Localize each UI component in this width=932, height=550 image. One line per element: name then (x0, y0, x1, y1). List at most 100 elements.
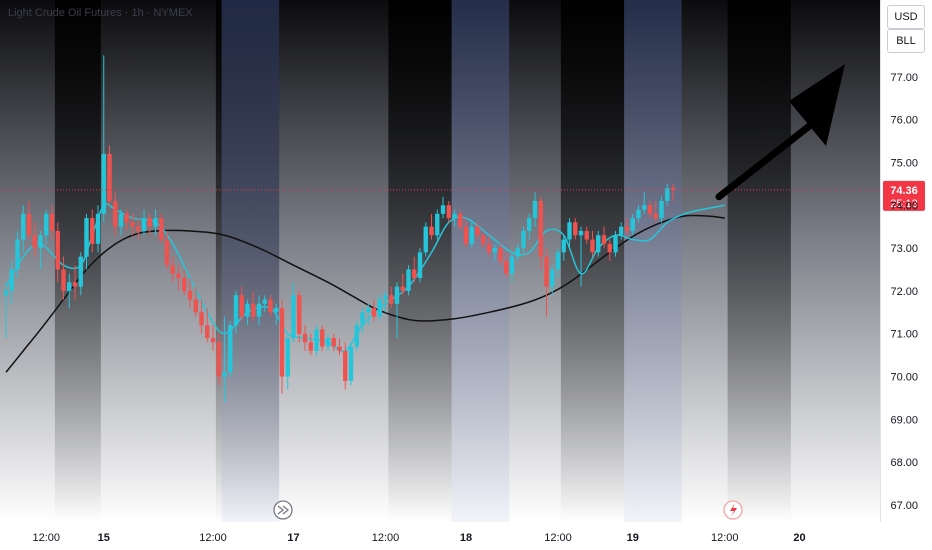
candle-body (159, 218, 164, 240)
candle-body (44, 213, 49, 236)
x-tick-label: 12:00 (32, 532, 60, 544)
candle-body (647, 205, 653, 214)
candle-body (251, 303, 256, 317)
candle-body (584, 230, 589, 240)
candle-up (423, 222, 428, 257)
candle-up (630, 213, 635, 236)
candle-body (55, 230, 60, 270)
candle-body (84, 218, 89, 257)
candle-down (607, 239, 612, 261)
candle-up (515, 243, 520, 261)
candle-up (354, 320, 359, 351)
candle-body (308, 342, 313, 351)
candle-up (406, 265, 411, 296)
candle-down (124, 209, 129, 231)
candle-body (164, 239, 170, 266)
currency-button[interactable]: USD (887, 5, 925, 29)
candle-down (136, 218, 141, 240)
candle-down (182, 269, 187, 296)
candle-down (389, 286, 394, 309)
candle-body (475, 226, 480, 236)
candle-down (343, 342, 348, 390)
lightning-icon (730, 503, 737, 517)
candle-down (337, 338, 342, 356)
candle-body (440, 205, 446, 214)
x-tick-label: 17 (287, 532, 299, 544)
candle-up (619, 222, 624, 240)
candle-body (9, 269, 14, 291)
candle-down (205, 308, 210, 343)
candle-down (308, 333, 313, 356)
candle-body (509, 256, 515, 274)
candle-up (527, 213, 532, 240)
candle-body (573, 222, 578, 236)
candle-down (297, 290, 302, 343)
candle-down (268, 295, 273, 317)
candle-body (170, 265, 175, 274)
candle-up (636, 205, 641, 223)
candle-up (417, 248, 423, 283)
candle-body (268, 299, 273, 313)
candle-up (38, 230, 43, 270)
candle-down (251, 290, 256, 321)
candle-down (199, 299, 204, 334)
candle-down (302, 325, 308, 351)
candle-up (285, 333, 290, 390)
candle-body (199, 312, 204, 326)
candle-body (78, 256, 83, 287)
candle-body (354, 325, 359, 347)
candle-down (147, 213, 152, 236)
candle-body (262, 299, 267, 304)
x-tick-label: 12:00 (199, 532, 227, 544)
forward-icon (277, 505, 290, 515)
candle-body (61, 269, 66, 291)
candle-up (440, 196, 446, 219)
candle-body (32, 235, 37, 249)
candle-body (279, 308, 285, 377)
candle-up (84, 213, 89, 270)
session-band-light (221, 0, 280, 522)
session-band-light (451, 0, 510, 522)
candle-body (394, 286, 400, 304)
candle-up (452, 209, 457, 227)
candle-down (653, 200, 658, 223)
candle-body (95, 213, 101, 244)
candle-body (72, 282, 78, 287)
candle-up (532, 192, 538, 227)
candle-body (469, 226, 474, 244)
candle-up (118, 209, 124, 236)
price-axis-panel (880, 0, 932, 550)
x-tick-label: 19 (627, 532, 639, 544)
candle-body (636, 209, 641, 219)
candle-up (366, 303, 371, 326)
candle-up (78, 252, 83, 296)
candle-body (320, 329, 325, 347)
candle-body (90, 218, 95, 244)
candle-up (360, 308, 365, 334)
candle-up (256, 295, 262, 326)
candle-up (44, 209, 49, 244)
candle-down (624, 218, 630, 236)
candle-up (509, 252, 515, 283)
dividend-event-icon (273, 500, 293, 520)
unit-button[interactable]: BLL (887, 29, 925, 53)
last-price-tag (883, 180, 925, 211)
candle-down (107, 145, 112, 206)
candle-up (578, 226, 584, 287)
countdown-value: 25:13 (890, 198, 918, 210)
candle-down (590, 230, 595, 257)
candle-body (613, 235, 618, 253)
earnings-event-icon (723, 500, 743, 520)
candle-body (136, 226, 141, 231)
candle-up (325, 333, 331, 351)
candle-up (613, 230, 618, 257)
candle-body (371, 308, 377, 317)
candle-up (153, 209, 158, 236)
y-tick-label: 68.00 (890, 457, 918, 469)
candle-up (233, 290, 239, 334)
candle-body (619, 226, 624, 236)
x-tick-label: 12:00 (711, 532, 739, 544)
candle-body (67, 282, 72, 291)
